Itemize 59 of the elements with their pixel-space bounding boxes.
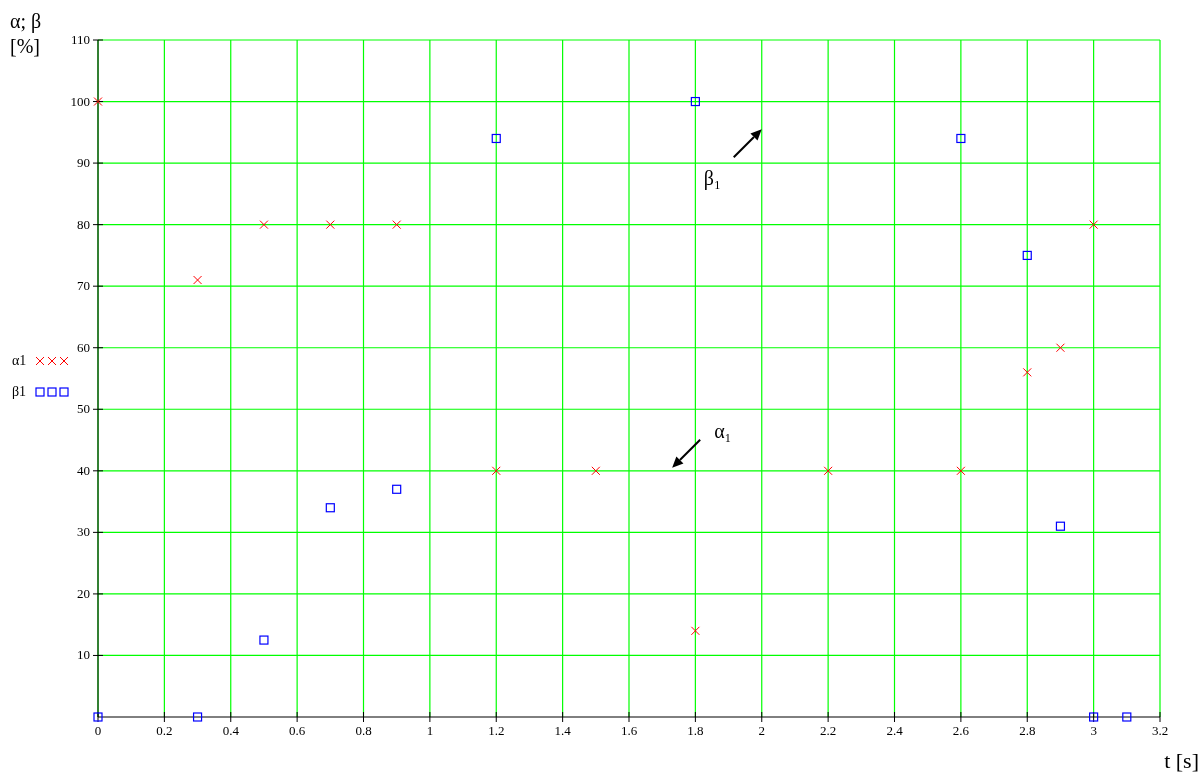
point — [392, 220, 402, 230]
point — [192, 712, 203, 722]
point — [690, 96, 700, 107]
x-tick-label: 0.4 — [222, 723, 240, 738]
point — [1022, 250, 1032, 261]
point — [93, 97, 103, 107]
x-tick-label: 2 — [758, 723, 765, 738]
point — [956, 466, 966, 476]
x-axis-title: t [s] — [1164, 748, 1199, 773]
point — [491, 133, 501, 144]
point — [690, 626, 700, 636]
point — [193, 275, 203, 285]
y-tick-label: 30 — [77, 524, 90, 540]
x-tick-label: 1.2 — [488, 723, 505, 738]
x-tick-label: 0.2 — [156, 723, 173, 738]
point — [1055, 521, 1066, 531]
legend-label: α1 — [12, 353, 27, 368]
point — [1089, 712, 1099, 722]
point — [823, 466, 833, 476]
x-tick-label: 2.4 — [886, 723, 904, 738]
x-tick-label: 1.8 — [687, 723, 704, 738]
y-tick-label: 20 — [77, 585, 90, 601]
x-tick-label: 1.4 — [554, 723, 572, 738]
point — [392, 484, 402, 494]
y-tick-label: 40 — [77, 462, 90, 478]
y-tick-label: 80 — [77, 216, 90, 232]
x-tick-label: 0.6 — [289, 723, 306, 738]
point — [1122, 712, 1132, 722]
point — [1055, 343, 1065, 353]
x-tick-label: 3.2 — [1151, 723, 1169, 738]
x-tick-label: 2.6 — [952, 723, 970, 738]
y-tick-label: 110 — [70, 32, 90, 47]
x-tick-label: 0 — [94, 723, 102, 738]
y-tick-label: 60 — [77, 339, 90, 355]
point — [259, 220, 269, 230]
y-tick-label: 50 — [77, 401, 90, 417]
annotation: α₁ — [714, 419, 732, 442]
point — [93, 712, 103, 722]
point — [325, 503, 335, 513]
x-tick-label: 2.2 — [820, 723, 837, 738]
point — [325, 220, 335, 230]
point — [591, 466, 601, 476]
y-tick-label: 70 — [77, 278, 90, 294]
point — [956, 133, 966, 144]
legend-label: β1 — [12, 384, 27, 399]
y-tick-label: 10 — [77, 647, 90, 663]
point — [259, 635, 269, 645]
annotation: β₁ — [703, 167, 721, 191]
point — [491, 466, 501, 476]
x-tick-label: 0.8 — [355, 723, 372, 738]
y-axis-title: α; β [%] — [10, 10, 42, 57]
y-tick-label: 100 — [70, 93, 90, 109]
y-tick-label: 90 — [77, 155, 90, 171]
x-tick-label: 2.8 — [1019, 723, 1036, 738]
point — [1022, 367, 1032, 377]
x-tick-label: 1.6 — [620, 723, 638, 738]
point — [1089, 220, 1099, 230]
x-tick-label: 1 — [426, 723, 434, 738]
x-tick-label: 3 — [1090, 723, 1097, 738]
